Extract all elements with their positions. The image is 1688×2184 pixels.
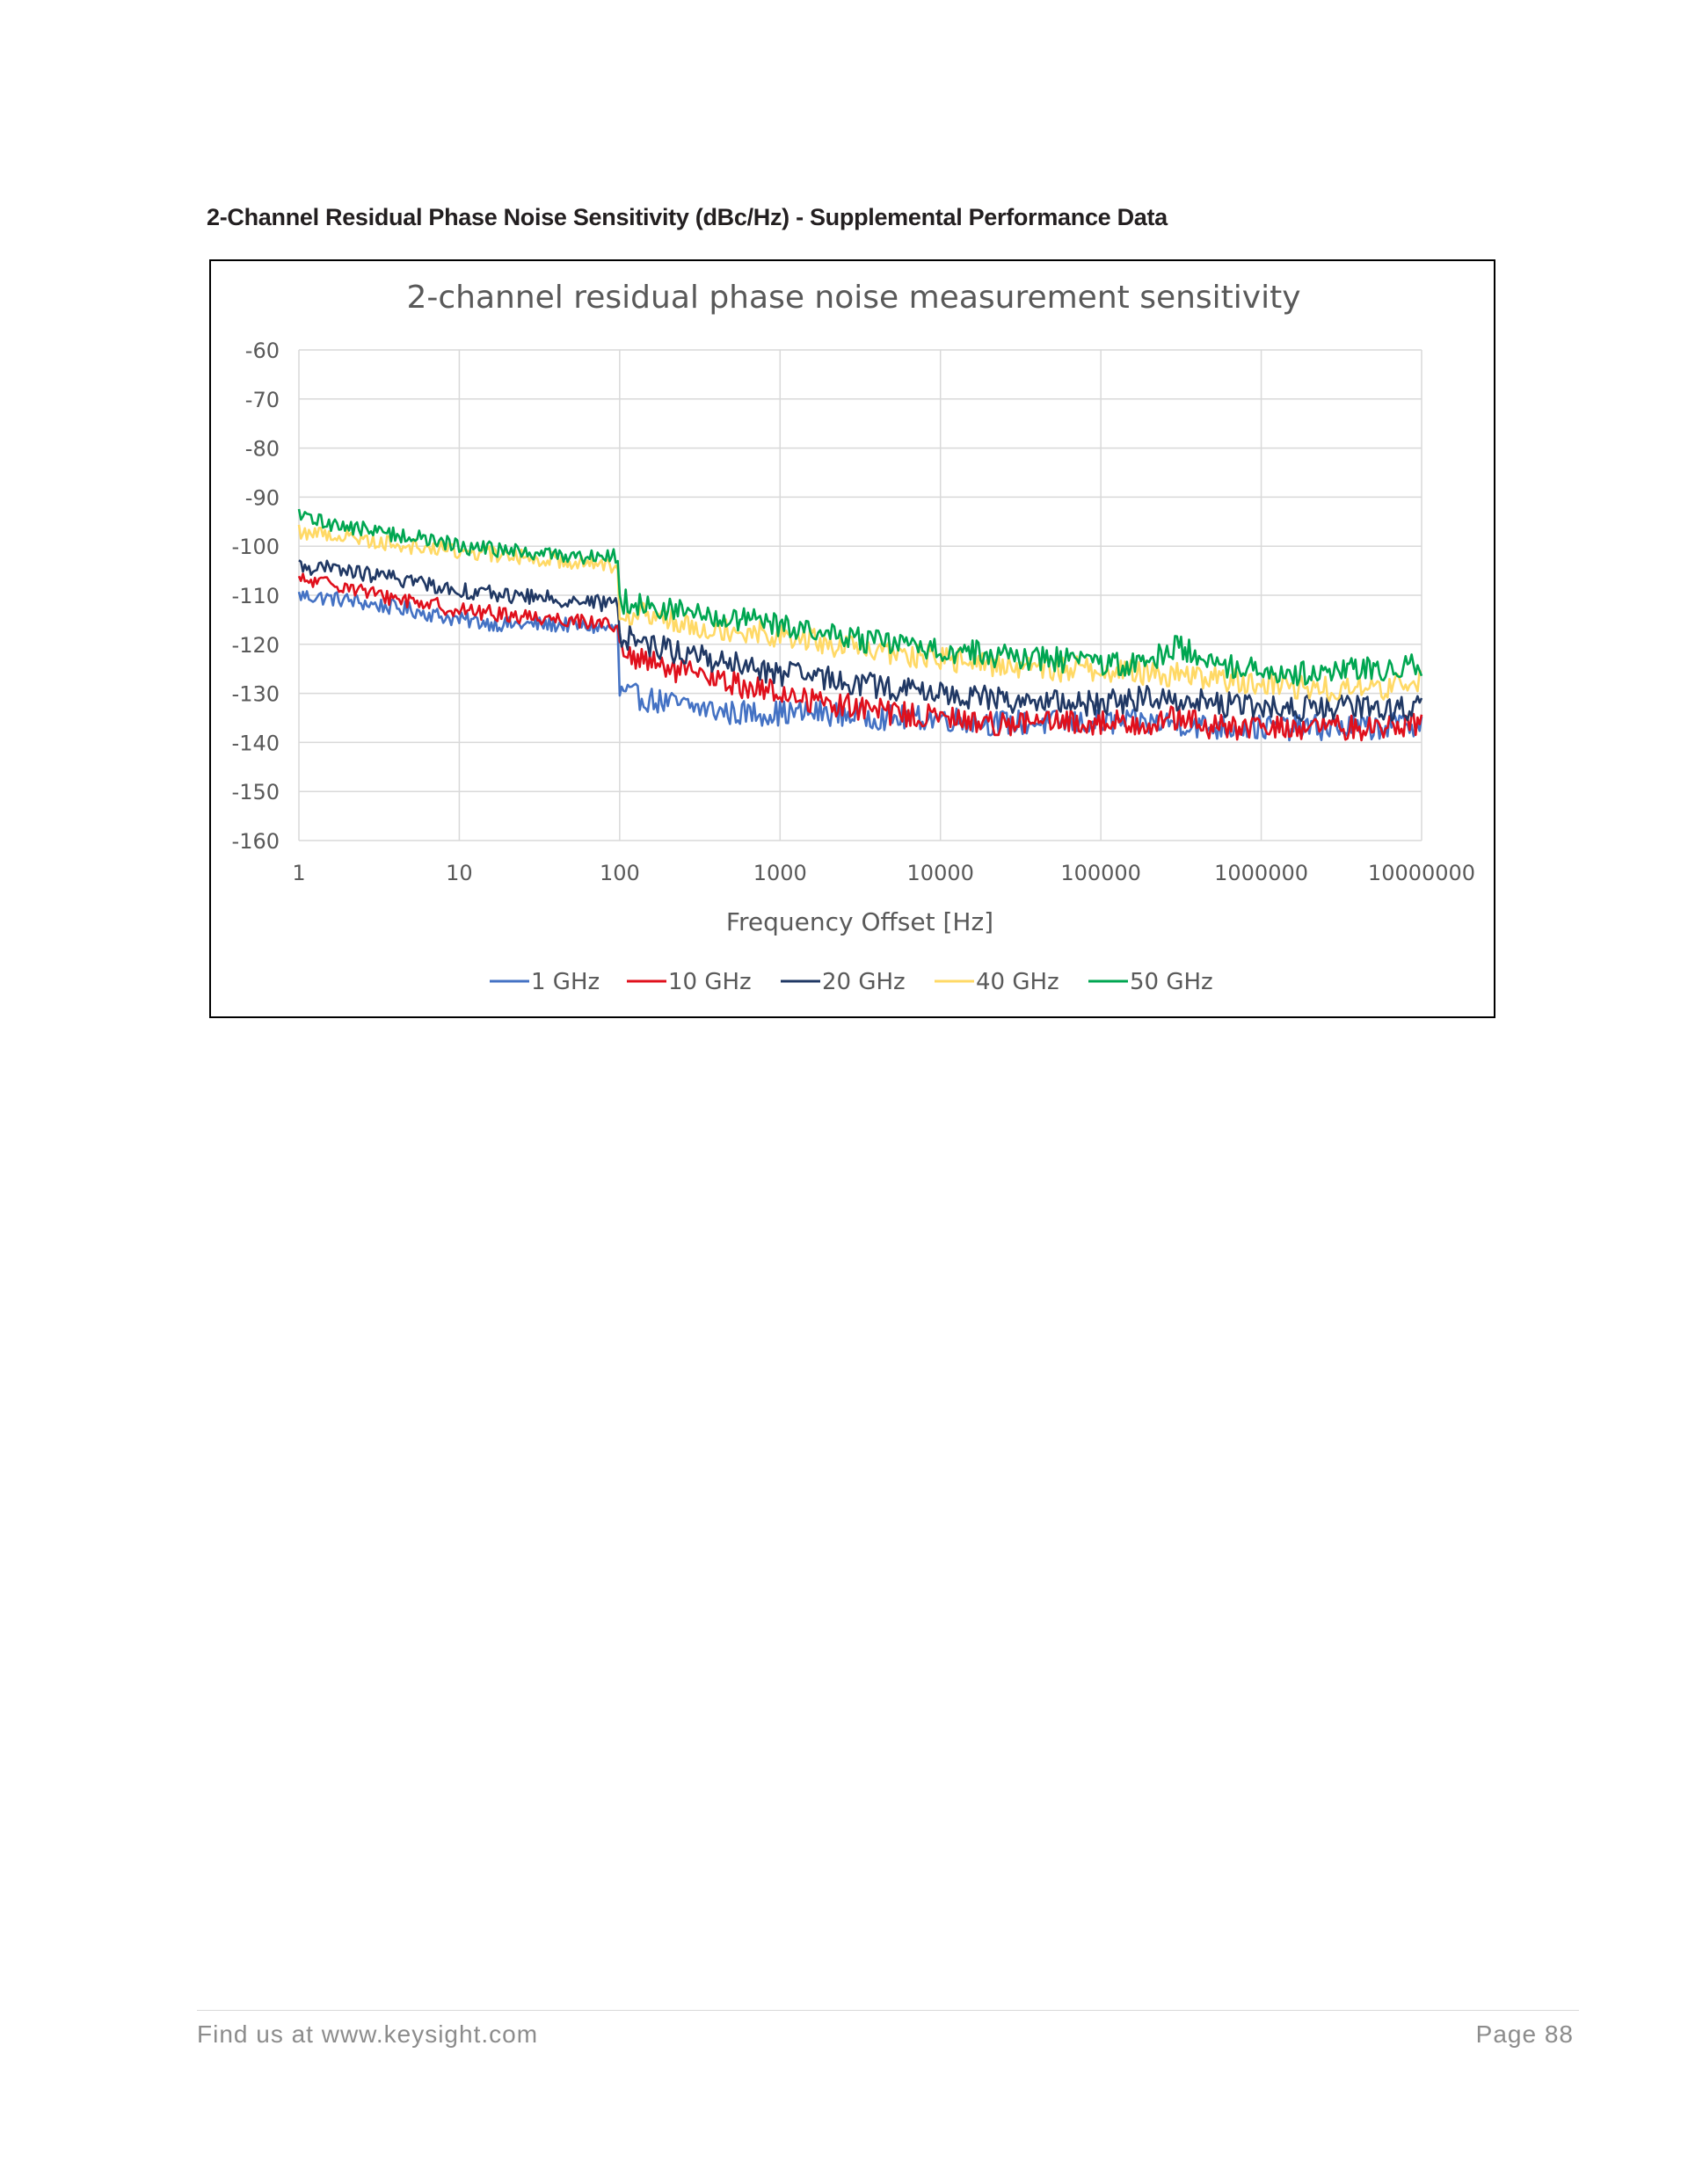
- section-heading: 2-Channel Residual Phase Noise Sensitivi…: [207, 204, 1168, 230]
- y-tick-label: -100: [232, 535, 280, 559]
- legend-label: 10 GHz: [668, 969, 752, 995]
- legend-label: 40 GHz: [976, 969, 1059, 995]
- series-line-20-ghz: [298, 559, 1423, 722]
- x-tick-label: 1: [292, 861, 305, 885]
- legend-item: 20 GHz: [781, 969, 906, 995]
- x-tick-label: 10000: [907, 861, 974, 885]
- legend-item: 10 GHz: [627, 969, 752, 995]
- footer-website: Find us at www.keysight.com: [197, 2020, 539, 2048]
- y-tick-label: -80: [245, 437, 280, 462]
- y-tick-label: -70: [245, 388, 280, 412]
- x-tick-label: 100: [600, 861, 640, 885]
- legend-label: 20 GHz: [822, 969, 906, 995]
- chart-frame: 2-channel residual phase noise measureme…: [209, 259, 1495, 1018]
- series-line-50-ghz: [297, 508, 1423, 687]
- y-tick-label: -160: [232, 829, 280, 854]
- footer-divider: [197, 2010, 1579, 2011]
- legend-item: 1 GHz: [490, 969, 600, 995]
- series-line-10-ghz: [297, 572, 1423, 742]
- phase-noise-chart: 2-channel residual phase noise measureme…: [232, 280, 1476, 995]
- y-tick-label: -120: [232, 633, 280, 658]
- x-axis-label: Frequency Offset [Hz]: [726, 907, 993, 936]
- y-tick-label: -90: [245, 485, 280, 510]
- x-tick-label: 1000000: [1214, 861, 1308, 885]
- y-tick-label: -130: [232, 682, 280, 707]
- legend: 1 GHz 10 GHz 20 GHz 40 GHz 50 GHz: [490, 969, 1213, 995]
- chart-title: 2-channel residual phase noise measureme…: [406, 280, 1300, 316]
- y-tick-label: -110: [232, 584, 280, 608]
- x-tick-label: 10000000: [1368, 861, 1475, 885]
- legend-item: 40 GHz: [935, 969, 1059, 995]
- y-tick-label: -60: [245, 339, 280, 363]
- y-axis-ticks: -60 -70 -80 -90 -100 -110 -120 -130 -140 -150 -160: [232, 339, 280, 854]
- x-tick-label: 10: [446, 861, 473, 885]
- x-axis-ticks: 1 10 100 1000 10000 100000 1000000 10000000: [292, 861, 1475, 885]
- x-tick-label: 100000: [1060, 861, 1141, 885]
- x-tick-label: 1000: [753, 861, 807, 885]
- legend-item: 50 GHz: [1088, 969, 1213, 995]
- series-lines: [297, 508, 1423, 742]
- footer-page-number: Page 88: [1475, 2020, 1574, 2048]
- legend-label: 1 GHz: [531, 969, 600, 995]
- y-tick-label: -140: [232, 731, 280, 755]
- y-tick-label: -150: [232, 780, 280, 804]
- legend-label: 50 GHz: [1130, 969, 1213, 995]
